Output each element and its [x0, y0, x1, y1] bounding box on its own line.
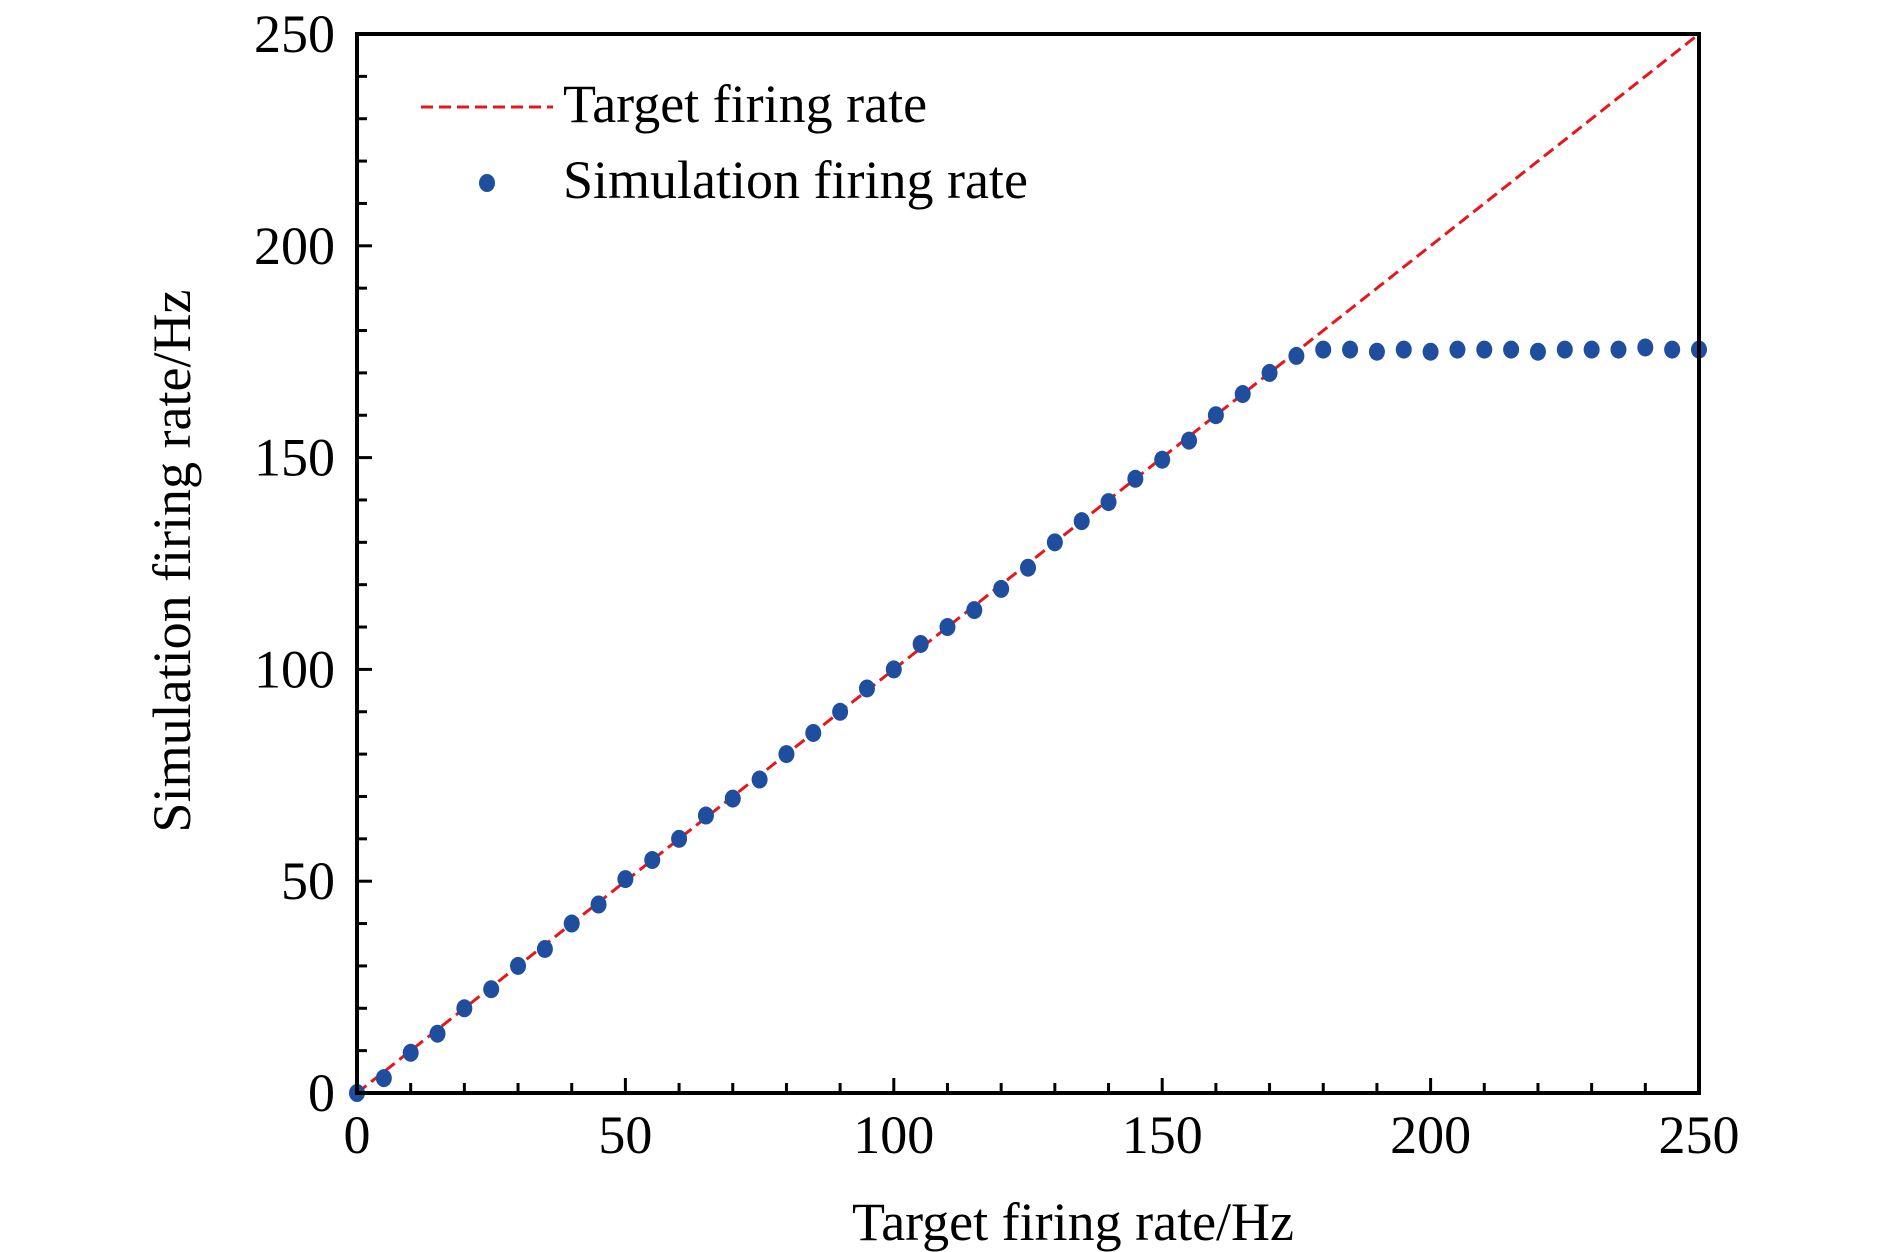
data-point	[456, 999, 473, 1018]
data-point	[1181, 431, 1198, 450]
x-tick-label: 0	[344, 1105, 371, 1165]
data-point	[939, 618, 956, 637]
data-point	[1261, 363, 1278, 382]
data-point	[563, 914, 580, 933]
x-tick-label: 250	[1659, 1105, 1740, 1165]
x-axis-label: Target firing rate/Hz	[852, 1192, 1294, 1252]
data-point	[1100, 493, 1117, 512]
data-point	[536, 939, 553, 958]
data-point	[1503, 340, 1520, 359]
y-tick-label: 0	[308, 1063, 335, 1123]
data-point	[1288, 346, 1305, 365]
data-point	[885, 660, 902, 679]
y-tick-label: 150	[254, 428, 335, 488]
data-point	[510, 956, 527, 975]
y-tick-label: 100	[254, 639, 335, 699]
legend: Target firing rate Simulation firing rat…	[421, 74, 1028, 210]
data-point	[617, 870, 634, 889]
x-tick-label: 150	[1122, 1105, 1203, 1165]
y-axis-label: Simulation firing rate/Hz	[142, 290, 202, 833]
tick-labels: 0 50 100 150 200 250 0 50 100 150 200 250	[254, 4, 1740, 1165]
y-tick-label: 250	[254, 4, 335, 64]
data-point	[912, 634, 929, 653]
legend-marker-simulation	[479, 174, 495, 192]
data-point	[993, 579, 1010, 598]
data-point	[429, 1024, 446, 1043]
data-point	[1234, 385, 1251, 404]
data-point	[1449, 340, 1466, 359]
data-point	[402, 1043, 419, 1062]
data-point	[483, 980, 500, 999]
plot-frame	[355, 32, 1701, 1095]
data-point	[778, 745, 795, 764]
data-point	[1207, 406, 1224, 425]
data-point	[1422, 342, 1439, 361]
data-point	[1556, 340, 1573, 359]
data-point	[1368, 342, 1385, 361]
data-point	[590, 895, 607, 914]
data-point	[858, 679, 875, 698]
data-point	[671, 829, 688, 848]
x-tick-label: 200	[1390, 1105, 1471, 1165]
data-point	[1395, 340, 1412, 359]
legend-label-simulation: Simulation firing rate	[563, 150, 1028, 210]
data-point	[1637, 338, 1654, 357]
data-point	[751, 770, 768, 789]
data-point	[832, 702, 849, 721]
x-tick-label: 100	[853, 1105, 934, 1165]
data-point	[1046, 533, 1063, 552]
data-point	[1154, 450, 1171, 469]
data-point	[697, 806, 714, 825]
y-tick-label: 200	[254, 216, 335, 276]
data-point	[1610, 340, 1627, 359]
data-point	[1315, 340, 1332, 359]
data-point	[805, 723, 822, 742]
data-point	[1664, 340, 1681, 359]
data-point	[644, 851, 661, 870]
data-point	[1073, 512, 1090, 531]
data-point	[1583, 340, 1600, 359]
simulation-points	[349, 338, 1707, 1102]
data-point	[375, 1069, 392, 1088]
data-point	[1476, 340, 1493, 359]
data-point	[1020, 558, 1036, 577]
legend-label-target: Target firing rate	[563, 74, 927, 134]
data-point	[1127, 469, 1144, 488]
data-point	[966, 601, 983, 620]
data-point	[1342, 340, 1359, 359]
x-tick-label: 50	[598, 1105, 652, 1165]
data-point	[724, 789, 741, 808]
y-tick-label: 50	[281, 851, 335, 911]
data-point	[1529, 342, 1546, 361]
